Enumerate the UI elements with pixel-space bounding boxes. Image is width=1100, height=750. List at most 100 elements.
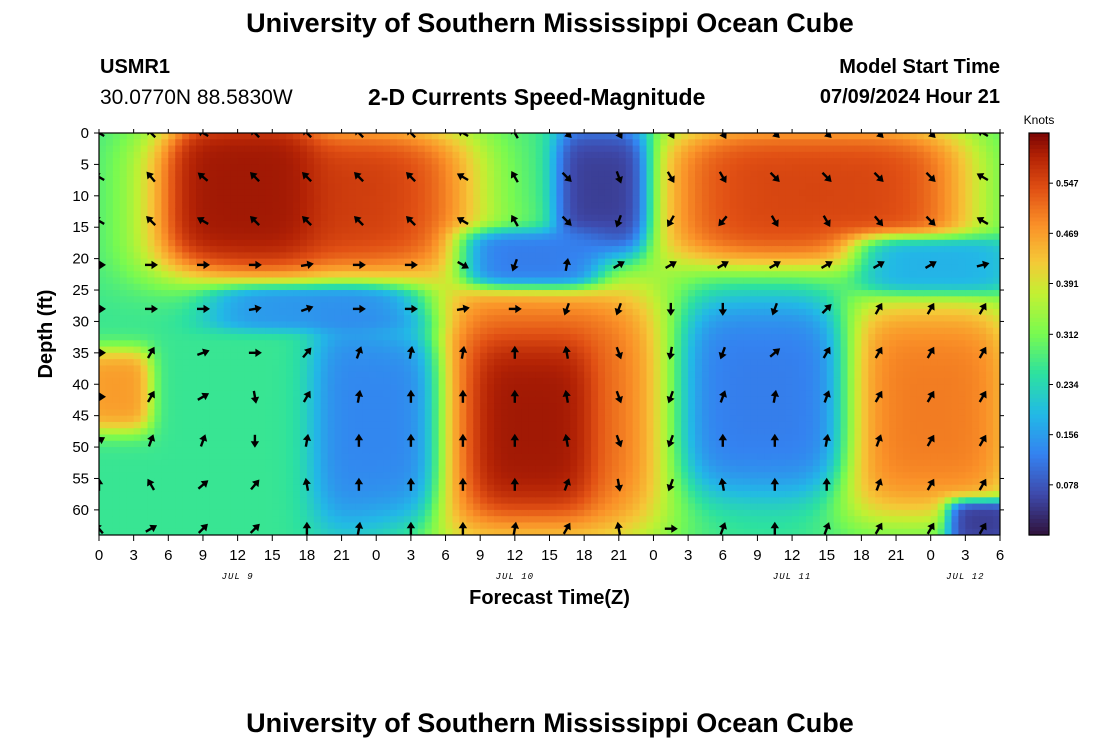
heatmap-cell (230, 264, 239, 272)
heatmap-cell (299, 516, 308, 524)
heatmap-cell (521, 239, 530, 247)
heatmap-cell (112, 208, 121, 216)
heatmap-cell (209, 170, 218, 178)
heatmap-cell (535, 472, 544, 480)
heatmap-cell (175, 516, 183, 524)
heatmap-cell (459, 415, 467, 423)
heatmap-cell (507, 277, 516, 285)
heatmap-cell (494, 302, 502, 310)
heatmap-cell (618, 352, 627, 360)
heatmap-cell (584, 421, 592, 429)
heatmap-cell (175, 396, 183, 404)
heatmap-cell (348, 246, 357, 253)
heatmap-cell (154, 459, 162, 467)
heatmap-cell (223, 290, 232, 297)
heatmap-cell (535, 176, 544, 184)
heatmap-cell (611, 447, 620, 454)
heatmap-cell (348, 220, 357, 228)
heatmap-cell (390, 264, 398, 272)
heatmap-cell (99, 233, 107, 241)
heatmap-cell (604, 365, 613, 373)
heatmap-cell (320, 308, 329, 316)
heatmap-cell (348, 415, 357, 423)
heatmap-cell (99, 227, 107, 235)
heatmap-cell (397, 158, 405, 166)
heatmap-cell (355, 296, 363, 304)
heatmap-cell (584, 365, 592, 373)
heatmap-cell (500, 359, 509, 367)
heatmap-cell (376, 277, 384, 285)
heatmap-cell (126, 478, 135, 486)
heatmap-cell (487, 421, 495, 429)
heatmap-cell (362, 145, 370, 153)
heatmap-cell (341, 246, 350, 253)
heatmap-cell (445, 264, 454, 272)
heatmap-cell (466, 271, 474, 279)
heatmap-cell (286, 403, 294, 410)
heatmap-cell (112, 390, 121, 398)
heatmap-cell (202, 472, 211, 480)
heatmap-cell (299, 509, 308, 517)
heatmap-cell (119, 239, 128, 247)
heatmap-cell (397, 447, 405, 454)
heatmap-cell (494, 497, 502, 505)
heatmap-cell (202, 302, 211, 310)
heatmap-cell (376, 296, 384, 304)
heatmap-cell (286, 202, 294, 209)
heatmap-cell (279, 139, 287, 147)
heatmap-cell (154, 434, 162, 442)
heatmap-cell (286, 258, 294, 266)
heatmap-cell (348, 315, 357, 323)
heatmap-cell (258, 377, 266, 385)
heatmap-cell (542, 459, 551, 467)
heatmap-cell (507, 239, 516, 247)
heatmap-cell (376, 415, 384, 423)
heatmap-cell (299, 145, 308, 153)
heatmap-cell (341, 447, 350, 454)
heatmap-cell (202, 491, 211, 498)
heatmap-cell (466, 359, 474, 367)
heatmap-cell (313, 151, 322, 159)
heatmap-cell (196, 315, 204, 323)
heatmap-cell (466, 459, 474, 467)
heatmap-cell (244, 227, 253, 235)
heatmap-cell (189, 497, 197, 505)
heatmap-cell (542, 522, 551, 530)
heatmap-cell (556, 208, 564, 216)
heatmap-cell (265, 189, 273, 197)
heatmap-cell (549, 428, 558, 436)
heatmap-cell (521, 302, 530, 310)
heatmap-cell (417, 239, 426, 247)
heatmap-cell (563, 409, 571, 417)
heatmap-cell (341, 327, 350, 335)
heatmap-cell (147, 340, 156, 348)
heatmap-cell (348, 421, 357, 429)
heatmap-cell (216, 315, 225, 323)
heatmap-cell (272, 340, 280, 348)
heatmap-cell (431, 145, 440, 153)
heatmap-cell (147, 516, 156, 524)
heatmap-cell (230, 377, 239, 385)
heatmap-cell (244, 472, 253, 480)
heatmap-cell (528, 214, 537, 222)
heatmap-cell (119, 346, 128, 354)
heatmap-cell (175, 497, 183, 505)
heatmap-cell (514, 315, 523, 323)
heatmap-cell (570, 384, 578, 392)
heatmap-cell (230, 308, 239, 316)
heatmap-cell (528, 170, 537, 178)
heatmap-cell (362, 302, 370, 310)
heatmap-cell (570, 283, 578, 291)
heatmap-cell (535, 283, 544, 291)
heatmap-cell (549, 176, 558, 184)
heatmap-cell (480, 478, 488, 486)
heatmap-cell (320, 283, 329, 291)
heatmap-cell (397, 183, 405, 191)
heatmap-cell (327, 296, 336, 304)
heatmap-cell (466, 465, 474, 473)
heatmap-cell (403, 365, 412, 373)
heatmap-cell (473, 472, 481, 480)
heatmap-cell (209, 195, 218, 203)
heatmap-cell (313, 440, 322, 448)
heatmap-cell (611, 139, 620, 147)
